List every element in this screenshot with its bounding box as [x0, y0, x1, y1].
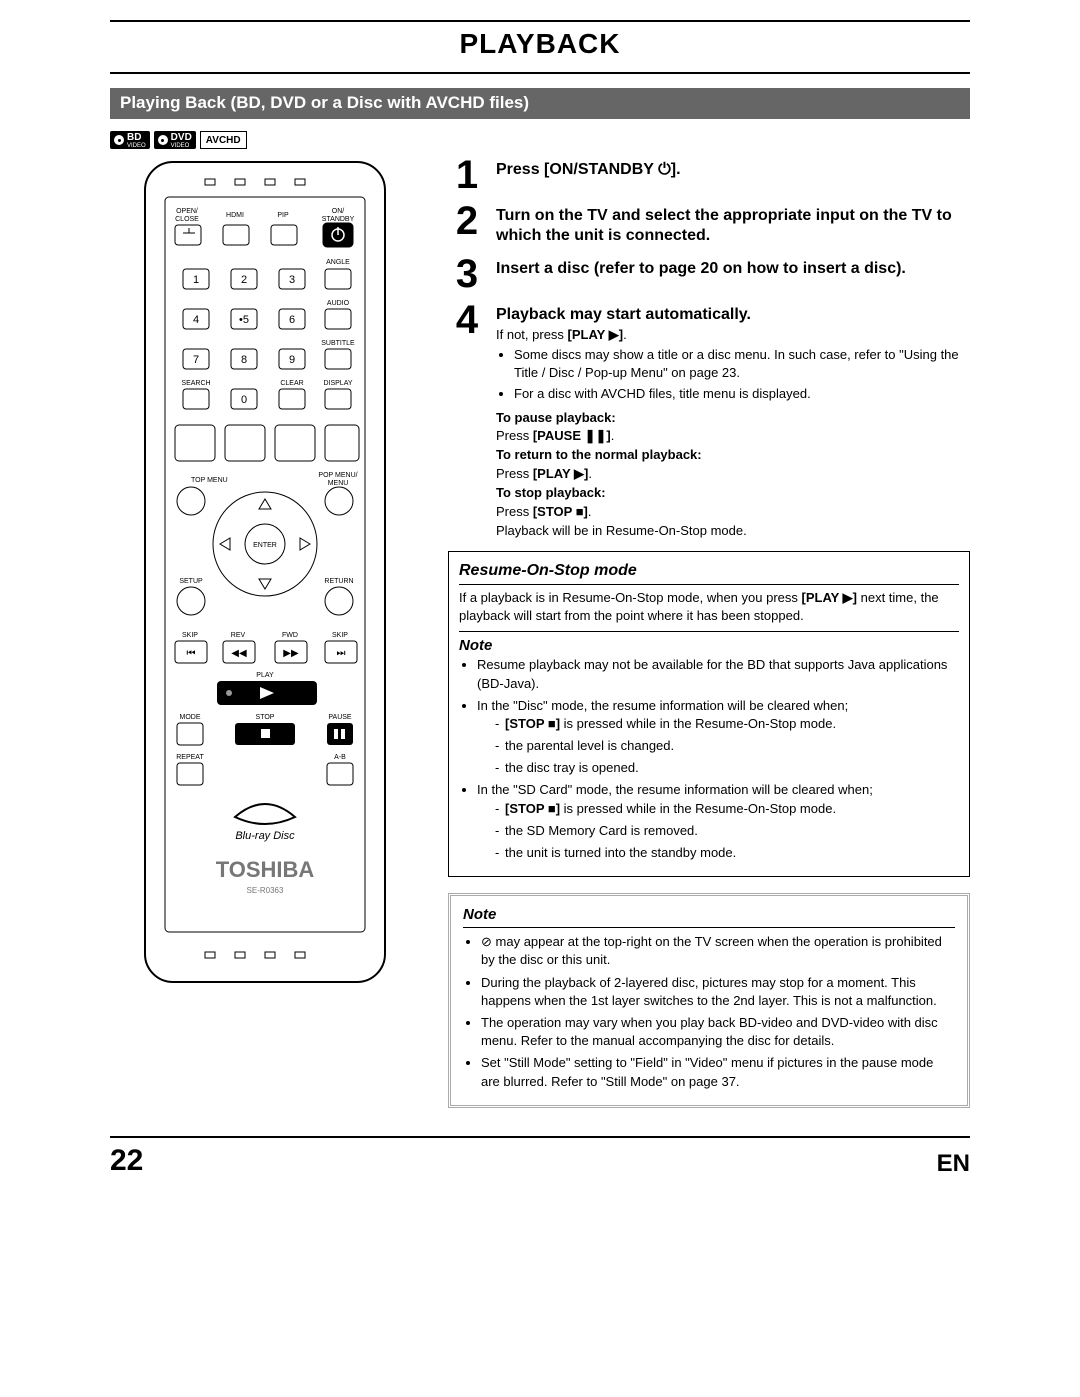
step-1: 1 Press [ON/STANDBY ⏻].: [448, 157, 970, 193]
step-2: 2 Turn on the TV and select the appropri…: [448, 203, 970, 246]
svg-text:SE-R0363: SE-R0363: [247, 886, 284, 895]
svg-text:MODE: MODE: [180, 714, 201, 721]
svg-text:6: 6: [289, 314, 295, 326]
label-pip: PIP: [277, 212, 289, 219]
step-number: 2: [448, 203, 486, 246]
step-4-bullets: Some discs may show a title or a disc me…: [496, 346, 970, 403]
step-number: 3: [448, 256, 486, 292]
svg-text:CLOSE: CLOSE: [175, 216, 199, 223]
page-title: PLAYBACK: [110, 28, 970, 60]
remote-diagram: OPEN/ CLOSE HDMI PIP ON/ STANDBY ANGLE 1…: [135, 157, 395, 987]
svg-text:3: 3: [289, 274, 295, 286]
step-3: 3 Insert a disc (refer to page 20 on how…: [448, 256, 970, 292]
svg-text:AUDIO: AUDIO: [327, 300, 350, 307]
svg-text:TOP MENU: TOP MENU: [191, 477, 228, 484]
svg-text:ANGLE: ANGLE: [326, 259, 350, 266]
svg-text:SETUP: SETUP: [179, 578, 203, 585]
svg-text:2: 2: [241, 274, 247, 286]
svg-text:4: 4: [193, 314, 199, 326]
svg-text:PAUSE: PAUSE: [328, 714, 352, 721]
svg-text:STOP: STOP: [256, 714, 275, 721]
label-on-standby: ON/: [332, 208, 345, 215]
svg-text:⏭: ⏭: [337, 648, 346, 659]
svg-text:▶▶: ▶▶: [283, 648, 299, 659]
badge-bd: BDVIDEO: [110, 131, 150, 149]
page-lang: EN: [937, 1150, 970, 1178]
svg-text:7: 7: [193, 354, 199, 366]
svg-text:REPEAT: REPEAT: [176, 754, 204, 761]
note-box: Note ⊘ may appear at the top-right on th…: [448, 893, 970, 1108]
svg-text:9: 9: [289, 354, 295, 366]
badge-dvd: DVDVIDEO: [154, 131, 196, 149]
svg-text:SUBTITLE: SUBTITLE: [321, 340, 355, 347]
resume-box: Resume-On-Stop mode If a playback is in …: [448, 551, 970, 878]
section-bar: Playing Back (BD, DVD or a Disc with AVC…: [110, 88, 970, 119]
page-footer: 22 EN: [110, 1136, 970, 1178]
page-number: 22: [110, 1144, 143, 1178]
d-pad: ENTER: [213, 492, 317, 596]
svg-text:PLAY: PLAY: [256, 672, 274, 679]
svg-text:⏮: ⏮: [187, 648, 196, 659]
step-4-sub: If not, press [PLAY ▶].: [496, 327, 970, 343]
svg-text:0: 0: [241, 394, 247, 406]
label-hdmi: HDMI: [226, 212, 244, 219]
svg-text:SKIP: SKIP: [182, 632, 198, 639]
svg-text:•5: •5: [239, 314, 249, 326]
disc-icon: [158, 135, 168, 145]
step-number: 1: [448, 157, 486, 193]
brand-logo: TOSHIBA: [216, 857, 315, 882]
svg-text:CLEAR: CLEAR: [280, 380, 303, 387]
svg-text:DISPLAY: DISPLAY: [323, 380, 352, 387]
svg-text:MENU: MENU: [328, 480, 349, 487]
label-open-close: OPEN/: [176, 208, 198, 215]
badge-avchd: AVCHD: [200, 131, 247, 149]
svg-text:8: 8: [241, 354, 247, 366]
svg-text:◀◀: ◀◀: [231, 648, 247, 659]
svg-text:ENTER: ENTER: [253, 542, 277, 549]
svg-text:RETURN: RETURN: [324, 578, 353, 585]
svg-text:1: 1: [193, 274, 199, 286]
svg-text:FWD: FWD: [282, 632, 298, 639]
svg-text:A-B: A-B: [334, 754, 346, 761]
disc-icon: [114, 135, 124, 145]
step-number: 4: [448, 302, 486, 541]
step-4: 4 Playback may start automatically. If n…: [448, 302, 970, 541]
svg-text:REV: REV: [231, 632, 246, 639]
format-badges: BDVIDEO DVDVIDEO AVCHD: [110, 131, 970, 149]
playback-actions: To pause playback: Press [PAUSE ❚❚]. To …: [496, 409, 970, 541]
svg-text:POP MENU/: POP MENU/: [318, 472, 357, 479]
svg-text:STANDBY: STANDBY: [322, 216, 355, 223]
prohibit-icon: ⊘: [481, 934, 492, 949]
svg-text:Blu-ray Disc: Blu-ray Disc: [235, 830, 295, 842]
svg-text:SEARCH: SEARCH: [181, 380, 210, 387]
svg-text:SKIP: SKIP: [332, 632, 348, 639]
